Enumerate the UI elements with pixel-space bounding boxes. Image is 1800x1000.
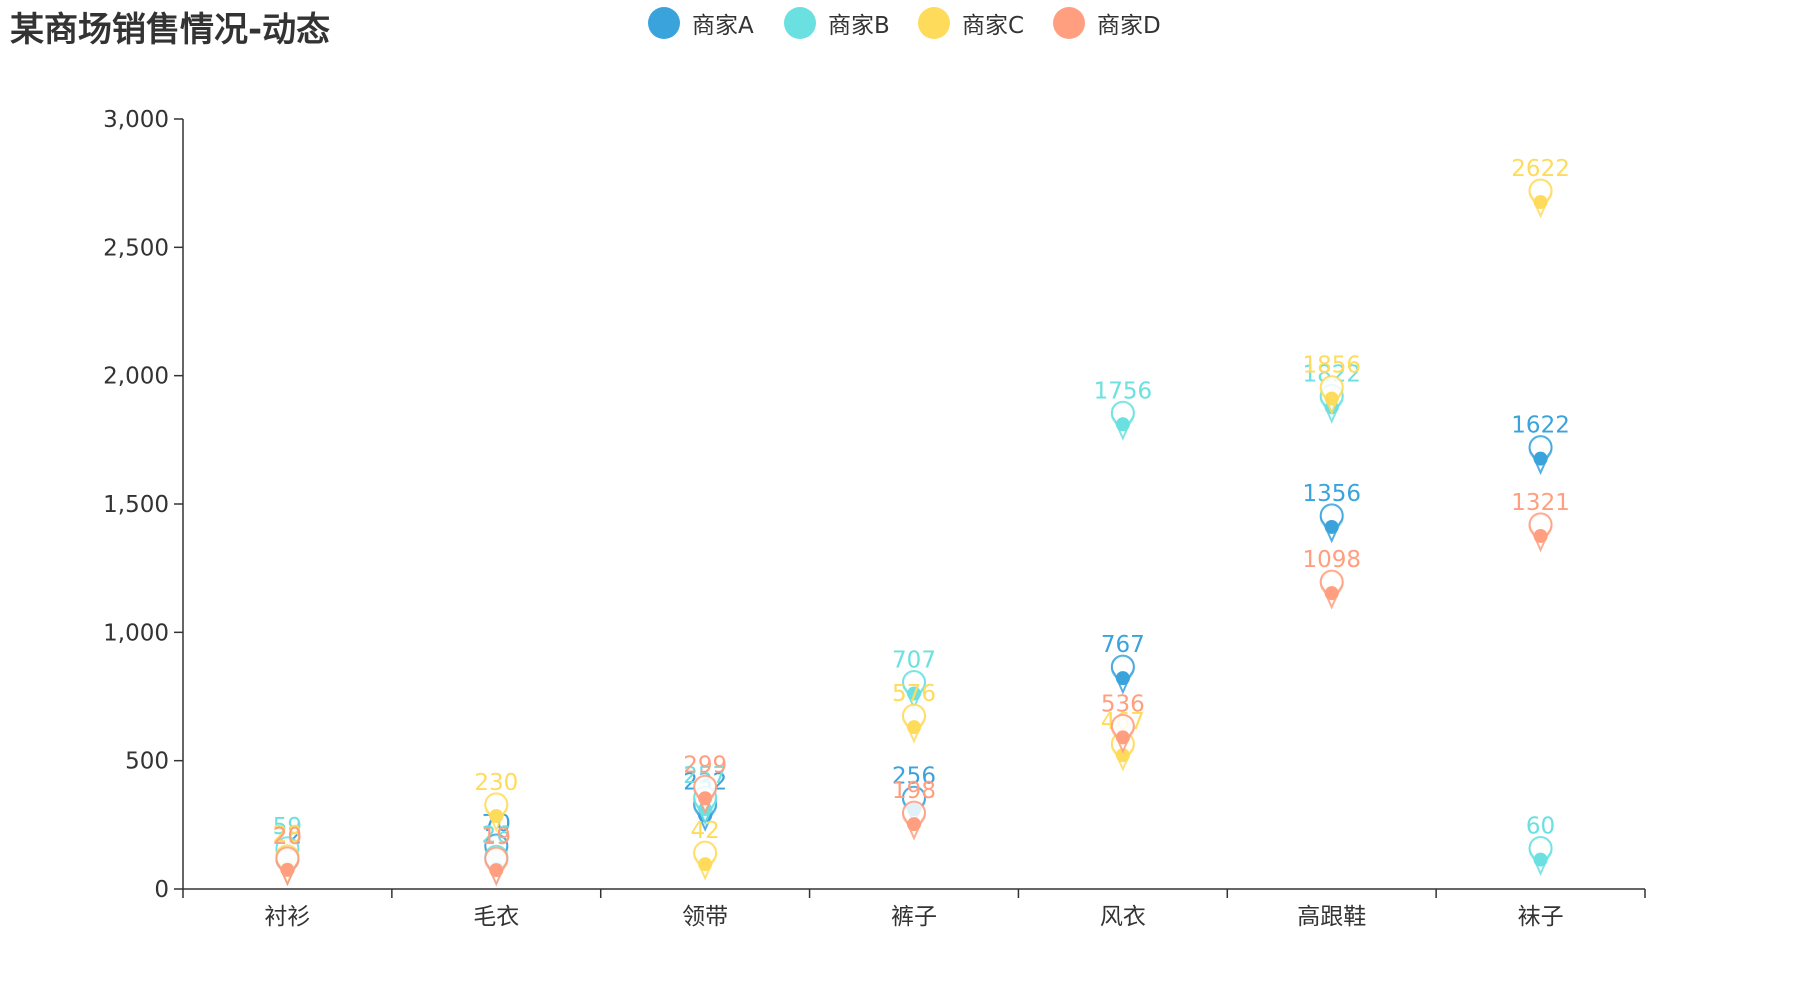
data-point [1324,519,1339,534]
data-point [1533,451,1548,466]
data-label: 767 [1101,632,1145,658]
data-label: 299 [683,752,727,778]
data-point [1115,417,1130,432]
data-label: 20 [273,824,302,850]
legend-swatch-a [648,7,680,39]
data-label: 1321 [1511,490,1570,516]
data-label: 1356 [1302,481,1361,507]
x-tick-label: 高跟鞋 [1297,904,1366,930]
data-point [698,791,713,806]
x-tick-label: 衬衫 [264,904,310,930]
y-tick-label: 500 [125,749,169,775]
data-label: 19 [482,824,511,850]
data-label: 576 [892,681,936,707]
legend-label-a: 商家A [692,13,754,39]
data-point [1533,195,1548,210]
x-tick-label: 毛衣 [473,904,519,930]
legend-swatch-c [918,7,950,39]
legend-item-d[interactable]: 商家D [1053,6,1161,40]
data-label: 1856 [1302,353,1361,379]
y-tick-label: 0 [154,877,169,903]
data-point [1533,528,1548,543]
legend-swatch-d [1053,7,1085,39]
legend-label-b: 商家B [828,13,890,39]
x-tick-label: 裤子 [891,904,937,930]
data-point [489,863,504,878]
x-tick-label: 领带 [682,904,728,930]
legend-item-a[interactable]: 商家A [648,6,754,40]
y-tick-label: 1,500 [103,492,169,518]
data-label: 59 [273,814,302,840]
data-label: 536 [1101,691,1145,717]
x-tick-label: 风衣 [1100,904,1146,930]
data-label: 1756 [1094,378,1153,404]
legend-label-d: 商家D [1097,13,1161,39]
data-point [907,817,921,832]
data-point [1533,852,1548,867]
data-label: 28 [273,822,302,848]
data-label: 42 [691,818,720,844]
legend-item-c[interactable]: 商家C [918,6,1024,40]
data-label: 2622 [1511,156,1570,182]
data-point [698,857,713,872]
y-tick-label: 1,000 [103,620,169,646]
data-label: 230 [474,770,518,796]
data-label: 1622 [1511,413,1570,439]
data-point [1115,748,1130,763]
data-point [489,808,504,823]
data-label: 707 [892,648,936,674]
y-tick-label: 2,000 [103,364,169,390]
data-point [907,686,921,701]
chart-title: 某商场销售情况-动态 [10,10,331,50]
data-label: 256 [892,763,936,789]
data-label: 1098 [1302,547,1361,573]
data-label: 60 [1526,814,1555,840]
y-tick-label: 3,000 [103,107,169,133]
data-point [907,720,921,735]
x-tick-label: 袜子 [1518,904,1564,930]
data-point [280,862,295,877]
data-label: 198 [892,778,936,804]
legend: 商家A 商家B 商家C 商家D [0,6,1800,46]
legend-item-b[interactable]: 商家B [784,6,890,40]
legend-label-c: 商家C [962,13,1025,39]
data-point [1115,671,1130,686]
data-point [1324,391,1339,406]
legend-swatch-b [784,7,816,39]
data-point [1115,730,1130,745]
data-point [1324,586,1339,601]
y-tick-label: 2,500 [103,235,169,261]
